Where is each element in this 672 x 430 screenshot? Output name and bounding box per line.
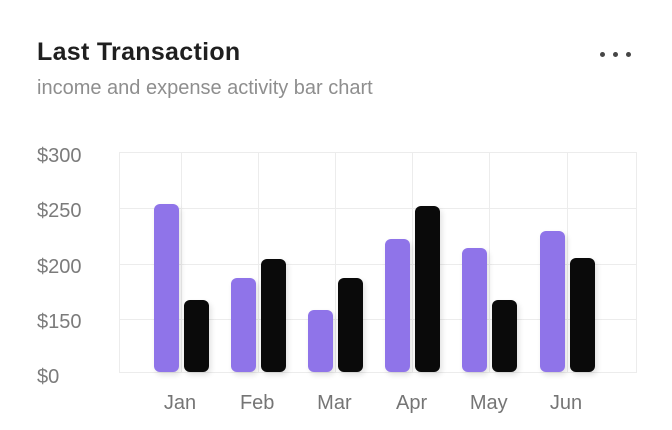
y-tick-label: $300 bbox=[37, 145, 82, 167]
more-options-button[interactable] bbox=[594, 40, 636, 68]
x-tick-label: Feb bbox=[239, 392, 275, 414]
chart-subtitle: income and expense activity bar chart bbox=[37, 77, 373, 99]
ellipsis-icon bbox=[612, 51, 618, 57]
gridline-horizontal bbox=[120, 318, 636, 320]
bar-expense-feb bbox=[260, 259, 286, 372]
bar-expense-apr bbox=[415, 206, 441, 372]
x-tick-label: May bbox=[469, 392, 508, 414]
bar-income-may bbox=[462, 248, 488, 372]
ellipsis-icon bbox=[625, 51, 631, 57]
gridline-vertical bbox=[489, 153, 491, 372]
bar-income-jan bbox=[153, 204, 179, 372]
gridline-vertical bbox=[412, 153, 414, 372]
gridline-vertical bbox=[334, 153, 336, 372]
bar-expense-mar bbox=[337, 278, 363, 372]
x-tick-label: Jan bbox=[163, 392, 197, 414]
y-tick-label: $150 bbox=[37, 310, 82, 333]
bar-income-apr bbox=[385, 239, 411, 372]
bar-expense-jan bbox=[183, 300, 209, 372]
ellipsis-icon bbox=[599, 51, 605, 57]
x-tick-label: Jun bbox=[549, 392, 583, 414]
bar-expense-may bbox=[492, 300, 518, 372]
bar-income-feb bbox=[230, 278, 256, 372]
y-tick-label: $250 bbox=[37, 200, 82, 223]
bar-income-jun bbox=[539, 230, 565, 372]
gridline-horizontal bbox=[120, 208, 636, 210]
gridline-vertical bbox=[257, 153, 259, 372]
bar-income-mar bbox=[307, 310, 333, 372]
gridline-horizontal bbox=[120, 263, 636, 265]
gridline-vertical bbox=[566, 153, 568, 372]
bar-expense-jun bbox=[569, 258, 595, 372]
gridline-vertical bbox=[180, 153, 182, 372]
plot-area bbox=[119, 152, 637, 373]
x-tick-label: Apr bbox=[396, 392, 428, 414]
y-tick-label: $0 bbox=[37, 366, 60, 388]
x-tick-label: Mar bbox=[317, 392, 352, 414]
page-title: Last Transaction bbox=[37, 38, 241, 66]
y-tick-label: $200 bbox=[37, 255, 82, 278]
